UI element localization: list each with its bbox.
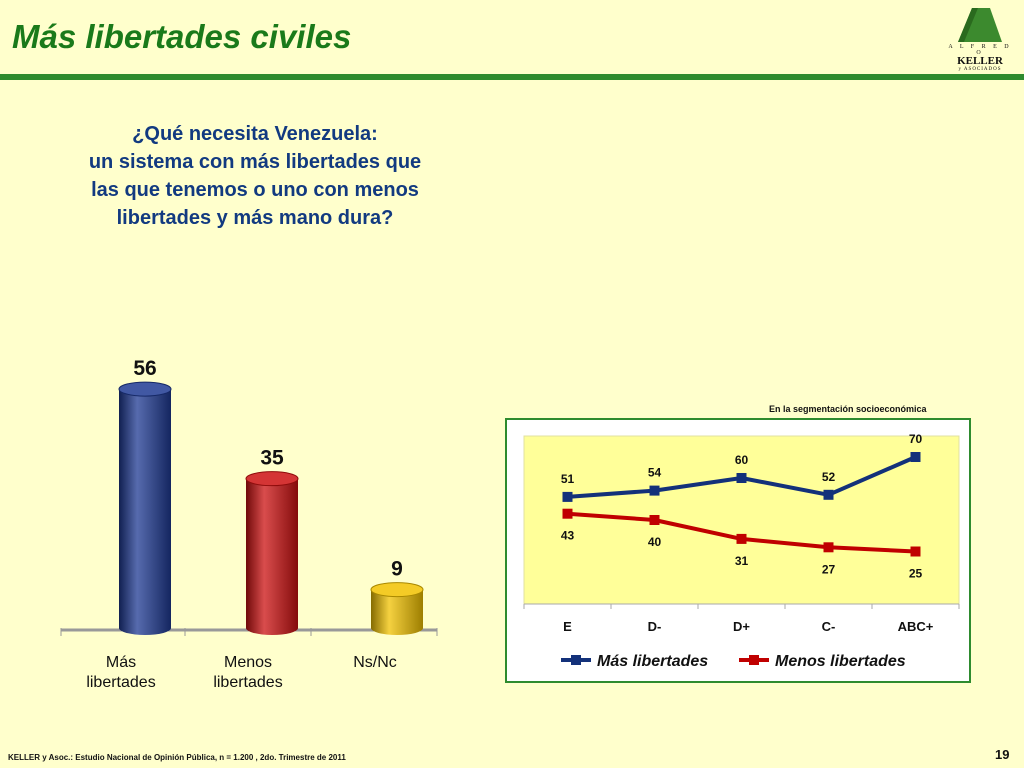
data-label: 51: [561, 472, 575, 486]
legend-swatch-marker: [571, 655, 581, 665]
data-point: [736, 533, 747, 544]
legend-label: Más libertades: [597, 653, 708, 670]
survey-question: ¿Qué necesita Venezuela: un sistema con …: [40, 120, 470, 232]
logo-line2: KELLER: [957, 55, 1003, 67]
line-category-label: ABC+: [898, 619, 934, 634]
line-chart: E D- D+ C- ABC+ 51 54 60 52 70 43 40 31 27 25 Más liber…: [523, 432, 960, 670]
data-point: [562, 508, 573, 519]
line-category-label: D-: [648, 619, 662, 634]
data-label: 25: [909, 567, 923, 581]
line-chart-frame: E D- D+ C- ABC+ 51 54 60 52 70 43 40 31 27 25 Más liber…: [505, 418, 971, 683]
page-number: 19: [995, 747, 1010, 762]
data-label: 54: [648, 466, 662, 480]
bar-top: [370, 582, 424, 598]
source-footer: KELLER y Asoc.: Estudio Nacional de Opin…: [8, 753, 346, 762]
bar-body: [246, 478, 298, 635]
data-point: [823, 542, 834, 553]
plot-area: [523, 435, 960, 605]
title-divider: [0, 74, 1024, 80]
legend-swatch-marker: [749, 655, 759, 665]
data-label: 27: [822, 562, 836, 576]
line-category-label: E: [563, 619, 572, 634]
bar-top: [118, 381, 172, 397]
bar-body: [119, 389, 171, 635]
line-category-label: D+: [733, 619, 750, 634]
bar: [118, 381, 172, 635]
question-line: las que tenemos o uno con menos: [91, 179, 419, 201]
bar-category-label: Menos: [224, 654, 272, 671]
data-label: 70: [909, 432, 923, 446]
bar-value-label: 56: [133, 357, 156, 380]
data-point: [649, 515, 660, 525]
bar-category-label: Ns/Nc: [353, 654, 397, 671]
question-line: un sistema con más libertades que: [88, 151, 422, 173]
question-line: libertades y más mano dura?: [116, 207, 394, 229]
data-label: 60: [735, 453, 749, 467]
bar: [245, 471, 299, 635]
bar-chart: 56 Más libertades 35 Menos libertades 9 Ns/Nc: [60, 357, 438, 691]
data-label: 52: [822, 470, 836, 484]
bar-body: [371, 589, 423, 635]
data-label: 40: [648, 535, 662, 549]
bar-value-label: 9: [391, 558, 403, 581]
data-point: [910, 546, 921, 557]
segmentation-label: En la segmentación socioeconómica: [769, 404, 927, 414]
legend-label: Menos libertades: [775, 653, 906, 670]
data-label: 31: [735, 554, 749, 568]
data-point: [736, 473, 747, 483]
question-line: ¿Qué necesita Venezuela:: [132, 123, 378, 145]
data-label: 43: [561, 529, 575, 543]
data-point: [562, 491, 573, 502]
bar-top: [245, 471, 299, 487]
logo-line1: A L F R E D O: [948, 44, 1012, 56]
keller-mountain-logo-icon: [958, 8, 1002, 42]
bar-category-label: libertades: [86, 674, 155, 691]
data-point: [823, 489, 834, 500]
bar-category-label: libertades: [213, 674, 282, 691]
bar: [370, 582, 424, 635]
data-point: [910, 452, 921, 462]
bar-category-label: Más: [106, 654, 136, 671]
bar-value-label: 35: [260, 447, 284, 470]
slide-title: Más libertades civiles: [12, 18, 352, 55]
line-category-label: C-: [822, 619, 836, 634]
logo-line3: y ASOCIADOS: [958, 67, 1002, 72]
logo-text: A L F R E D O KELLER y ASOCIADOS: [944, 44, 1016, 72]
data-point: [649, 485, 660, 496]
